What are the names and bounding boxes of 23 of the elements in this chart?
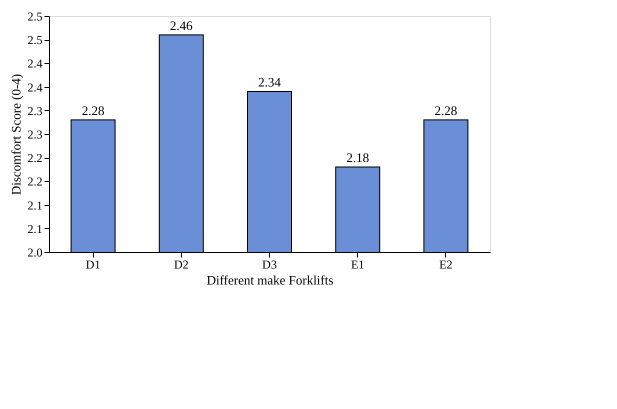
x-tick-label: D3	[262, 258, 277, 272]
x-tick-label: E1	[351, 258, 364, 272]
y-tick-label: 2.4	[28, 56, 42, 71]
y-axis-title: Discomfort Score (0-4)	[8, 74, 24, 196]
y-tick-label: 2.3	[28, 128, 42, 142]
data-label: 2.18	[346, 150, 370, 166]
y-tick-label: 2.1	[28, 222, 42, 236]
x-axis-title: Different make Forklifts	[206, 272, 334, 288]
y-tick-label: 2.4	[28, 80, 42, 94]
y-tick-label: 2.2	[28, 174, 42, 189]
data-label: 2.46	[170, 18, 194, 33]
y-tick-label: 2.3	[28, 104, 42, 118]
y-tick-label: 2.5	[28, 33, 42, 48]
x-tick-label: E2	[439, 258, 453, 272]
x-tick-label: D1	[86, 258, 100, 272]
data-label: 2.34	[258, 74, 282, 90]
data-label: 2.28	[434, 102, 458, 118]
y-tick-label: 2.1	[28, 198, 42, 212]
x-tick-label: D2	[174, 258, 189, 272]
y-tick-label: 2.2	[28, 151, 42, 166]
y-tick-label: 2.0	[28, 246, 42, 260]
data-label: 2.28	[82, 102, 104, 118]
y-tick-label: 2.5	[28, 10, 42, 24]
